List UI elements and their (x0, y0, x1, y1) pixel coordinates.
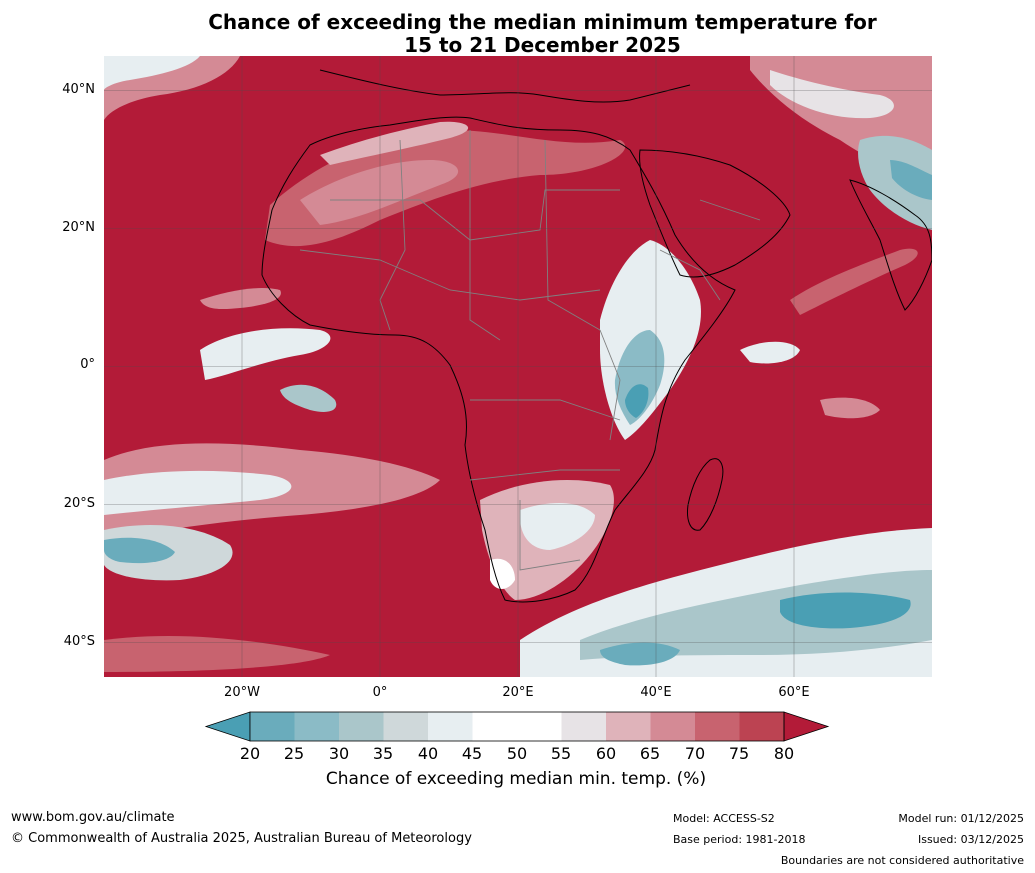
colorbar-segment (339, 712, 384, 741)
south-atlantic-light (104, 470, 292, 515)
europe-coast (319, 69, 691, 103)
footer-model-run: Model run: 01/12/2025 (898, 812, 1024, 825)
colorbar-tick-80: 80 (773, 744, 795, 763)
footer-model: Model: ACCESS-S2 (673, 812, 775, 825)
colorbar-title: Chance of exceeding median min. temp. (%… (325, 769, 707, 789)
colorbar-extend-low (204, 711, 251, 742)
arabian-sea-streak (790, 248, 918, 315)
map-panel[interactable] (104, 56, 932, 677)
colorbar-tick-45: 45 (461, 744, 483, 763)
colorbar-tick-20: 20 (239, 744, 261, 763)
colorbar-tick-30: 30 (328, 744, 350, 763)
southern-ocean-cool (580, 570, 932, 660)
colorbar-tick-35: 35 (372, 744, 394, 763)
colorbar-segment (561, 712, 606, 741)
colorbar-tick-75: 75 (728, 744, 750, 763)
lon-label-20e: 20°E (502, 685, 534, 700)
lat-label-20n: 20°N (62, 220, 95, 235)
colorbar-segment (383, 712, 428, 741)
north-atlantic-core (104, 56, 200, 90)
atlantic-patch-2 (280, 384, 337, 412)
footer-website-link[interactable]: www.bom.gov.au/climate (11, 810, 175, 825)
indian-ocean-patch-2 (820, 397, 880, 419)
indian-ocean-patch (740, 341, 800, 364)
map-title-line-2: 15 to 21 December 2025 (404, 33, 681, 57)
colorbar-segment (695, 712, 740, 741)
africa-coastline (261, 116, 736, 603)
southern-africa-white (519, 503, 595, 550)
india-outline (849, 179, 932, 311)
southern-ocean-red-strip (104, 635, 330, 672)
india-cool-area (858, 135, 932, 230)
lon-label-40e: 40°E (640, 685, 672, 700)
sahara-band-inner (300, 160, 459, 225)
north-africa-strip (320, 121, 469, 165)
atlantic-patch-3 (200, 288, 281, 310)
arabian-peninsula (639, 149, 791, 278)
map-gridlines (104, 56, 932, 677)
colorbar-segment (650, 712, 695, 741)
colorbar-segment (739, 712, 784, 741)
colorbar-tick-60: 60 (595, 744, 617, 763)
india-cool-core (890, 160, 932, 200)
lon-label-60e: 60°E (778, 685, 810, 700)
colorbar-segment (472, 712, 517, 741)
colorbar-segment (517, 712, 562, 741)
map-title-line-1: Chance of exceeding the median minimum t… (208, 10, 877, 34)
footer-copyright: © Commonwealth of Australia 2025, Austra… (11, 831, 472, 846)
central-asia-light (770, 70, 894, 119)
colorbar-tick-50: 50 (506, 744, 528, 763)
east-africa-teal (625, 384, 649, 418)
colorbar-tick-65: 65 (639, 744, 661, 763)
lat-label-40n: 40°N (62, 82, 95, 97)
colorbar (204, 711, 830, 742)
footer-issued: Issued: 03/12/2025 (917, 833, 1024, 846)
southern-ocean-teal (780, 592, 911, 629)
footer-disclaimer: Boundaries are not considered authoritat… (780, 854, 1024, 867)
gulf-of-guinea-patch (200, 328, 331, 380)
colorbar-segment (294, 712, 339, 741)
colorbar-tick-40: 40 (417, 744, 439, 763)
southern-ocean-teal-2 (600, 642, 680, 666)
lat-label-40s: 40°S (63, 634, 95, 649)
colorbar-extend-high (783, 711, 830, 742)
footer-base-period: Base period: 1981-2018 (673, 833, 806, 846)
south-atlantic-teal (104, 537, 175, 564)
colorbar-frame (249, 711, 785, 742)
lon-label-0: 0° (372, 685, 388, 700)
lat-label-0: 0° (80, 357, 95, 372)
madagascar (687, 458, 724, 531)
colorbar-tick-25: 25 (283, 744, 305, 763)
southern-africa-white-2 (490, 558, 515, 589)
colorbar-segment (250, 712, 295, 741)
colorbar-tick-55: 55 (550, 744, 572, 763)
country-borders (299, 130, 761, 571)
colorbar-segment (428, 712, 473, 741)
colorbar-tick-70: 70 (684, 744, 706, 763)
lat-label-20s: 20°S (63, 496, 95, 511)
colorbar-segment (606, 712, 651, 741)
lon-label-20w: 20°W (224, 685, 260, 700)
